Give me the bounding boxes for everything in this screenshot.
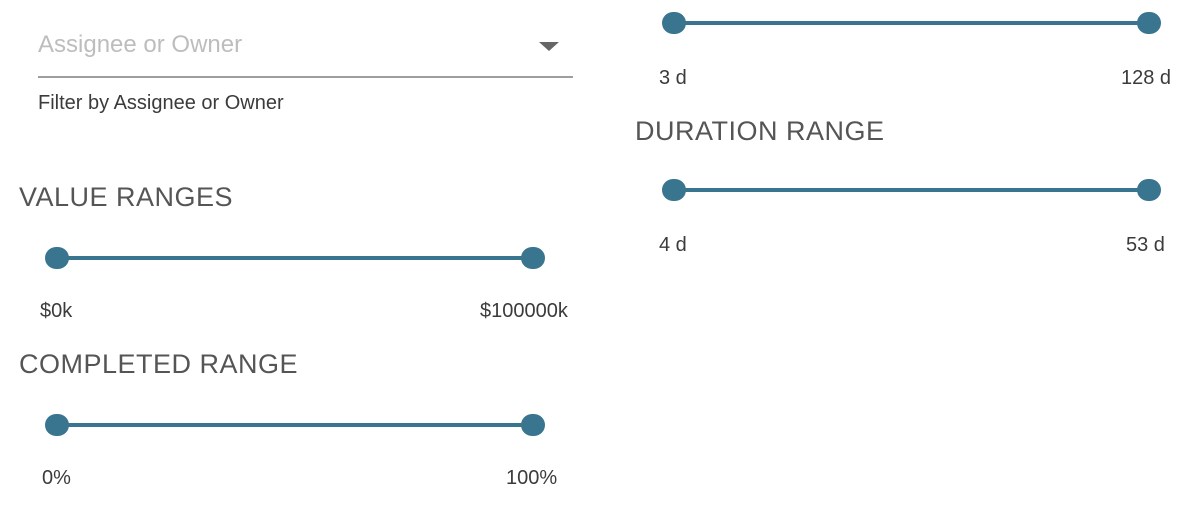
top-range-max-thumb[interactable]	[1137, 12, 1161, 34]
assignee-helper-text: Filter by Assignee or Owner	[38, 92, 284, 114]
top-range-max-label: 128 d	[1121, 67, 1172, 89]
completed-range-min-thumb[interactable]	[45, 414, 69, 436]
value-range-max-thumb[interactable]	[521, 247, 545, 269]
duration-range-slider[interactable]	[662, 179, 1161, 201]
duration-range-min-label: 4 d	[659, 234, 687, 256]
duration-range-title: DURATION RANGE	[635, 116, 885, 146]
top-range-min-label: 3 d	[659, 67, 687, 89]
completed-range-title: COMPLETED RANGE	[19, 349, 299, 379]
select-underline	[38, 76, 573, 78]
duration-range-max-label: 53 d	[1126, 234, 1165, 256]
completed-range-slider[interactable]	[45, 414, 545, 436]
duration-range-max-thumb[interactable]	[1137, 179, 1161, 201]
value-range-min-label: $0k	[40, 300, 73, 322]
completed-range-max-label: 100%	[506, 467, 558, 489]
value-range-slider[interactable]	[45, 247, 545, 269]
assignee-placeholder: Assignee or Owner	[38, 31, 243, 58]
completed-range-min-label: 0%	[42, 467, 71, 489]
caret-down-icon[interactable]	[539, 42, 559, 51]
top-range-min-thumb[interactable]	[662, 12, 686, 34]
value-range-min-thumb[interactable]	[45, 247, 69, 269]
value-ranges-title: VALUE RANGES	[19, 182, 234, 212]
duration-range-min-thumb[interactable]	[662, 179, 686, 201]
assignee-select[interactable]: Assignee or Owner	[38, 20, 573, 78]
completed-range-max-thumb[interactable]	[521, 414, 545, 436]
value-range-max-label: $100000k	[480, 300, 568, 322]
top-range-slider[interactable]	[662, 12, 1161, 34]
